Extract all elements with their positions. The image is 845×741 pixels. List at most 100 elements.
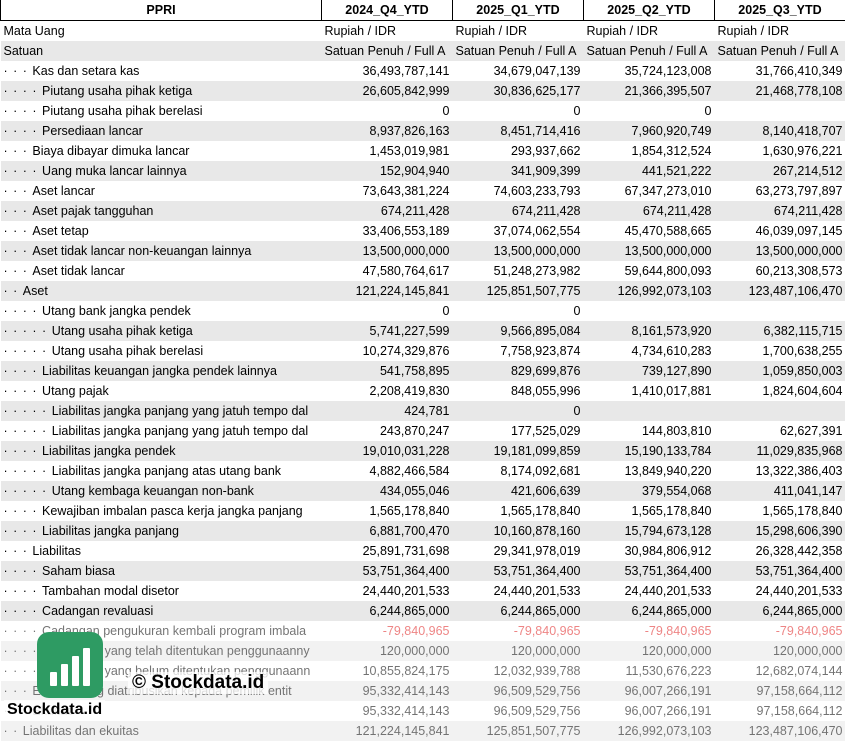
value-cell[interactable]: 1,565,178,840 — [500, 504, 581, 518]
value-cell[interactable]: 95,332,414,143 — [362, 704, 450, 718]
value-cell[interactable]: 1,630,976,221 — [762, 144, 843, 158]
value-cell[interactable]: 19,010,031,228 — [321, 441, 453, 461]
value-cell[interactable]: 1,453,019,981 — [369, 144, 450, 158]
row-label[interactable]: · · · · Uang muka lancar lainnya — [0, 161, 322, 181]
cell[interactable]: Rupiah / IDR — [717, 24, 790, 38]
period-header[interactable]: 2025_Q2_YTD — [583, 0, 715, 21]
row-label[interactable]: Satuan — [0, 41, 322, 61]
value-cell[interactable]: 13,500,000,000 — [583, 241, 715, 261]
value-cell[interactable]: 24,440,201,533 — [493, 584, 581, 598]
value-cell[interactable]: 51,248,273,982 — [493, 264, 581, 278]
value-cell[interactable]: 6,244,865,000 — [583, 601, 715, 621]
value-cell[interactable]: 1,410,017,881 — [631, 384, 712, 398]
row-label[interactable]: · · · Liabilitas — [1, 541, 322, 561]
cell[interactable]: Satuan Penuh / Full A — [583, 41, 715, 61]
value-cell[interactable]: 411,041,147 — [714, 481, 845, 501]
value-cell[interactable]: 5,741,227,599 — [321, 321, 453, 341]
row-label[interactable]: Mata Uang — [3, 24, 65, 38]
value-cell[interactable]: 1,059,850,003 — [714, 361, 845, 381]
value-cell[interactable]: 30,984,806,912 — [624, 544, 712, 558]
value-cell[interactable]: 96,007,266,191 — [583, 681, 715, 701]
value-cell[interactable]: 30,836,625,177 — [452, 81, 584, 101]
value-cell[interactable]: 1,824,604,604 — [762, 384, 843, 398]
value-cell[interactable] — [714, 401, 845, 421]
value-cell[interactable]: 0 — [452, 401, 584, 421]
value-cell[interactable]: 12,032,939,788 — [493, 664, 581, 678]
row-label[interactable]: · · · Aset tetap — [1, 221, 322, 241]
cell[interactable]: Rupiah / IDR — [324, 24, 397, 38]
value-cell[interactable]: 13,500,000,000 — [452, 241, 584, 261]
value-cell[interactable]: 53,751,364,400 — [583, 561, 715, 581]
row-label[interactable]: · · · · Utang pajak — [1, 381, 322, 401]
value-cell[interactable]: 293,937,662 — [510, 144, 581, 158]
value-cell[interactable]: 177,525,029 — [510, 424, 581, 438]
row-label[interactable]: · · · Aset tidak lancar — [1, 261, 322, 281]
row-label[interactable]: · · · · Liabilitas jangka panjang — [0, 521, 322, 541]
value-cell[interactable]: 1,854,312,524 — [631, 144, 712, 158]
row-label[interactable]: · · · · Utang bank jangka pendek — [1, 301, 322, 321]
value-cell[interactable]: 24,440,201,533 — [624, 584, 712, 598]
value-cell[interactable]: 59,644,800,093 — [624, 264, 712, 278]
value-cell[interactable]: 60,213,308,573 — [755, 264, 843, 278]
value-cell[interactable]: 36,493,787,141 — [362, 64, 450, 78]
row-label[interactable]: · · Liabilitas dan ekuitas — [0, 721, 322, 741]
value-cell[interactable]: 4,882,466,584 — [369, 464, 450, 478]
value-cell[interactable]: -79,840,965 — [382, 624, 450, 638]
value-cell[interactable]: 67,347,273,010 — [624, 184, 712, 198]
cell[interactable]: Satuan Penuh / Full A — [321, 41, 453, 61]
value-cell[interactable]: 24,440,201,533 — [362, 584, 450, 598]
value-cell[interactable] — [584, 301, 715, 321]
value-cell[interactable]: 95,332,414,143 — [321, 681, 453, 701]
value-cell[interactable]: 7,960,920,749 — [583, 121, 715, 141]
value-cell[interactable]: 8,451,714,416 — [452, 121, 584, 141]
value-cell[interactable]: 15,794,673,128 — [583, 521, 715, 541]
value-cell[interactable]: 7,758,923,874 — [500, 344, 581, 358]
value-cell[interactable]: 25,891,731,698 — [362, 544, 450, 558]
value-cell[interactable]: 53,751,364,400 — [714, 561, 845, 581]
value-cell[interactable]: 26,605,842,999 — [321, 81, 453, 101]
cell[interactable]: Rupiah / IDR — [586, 24, 659, 38]
value-cell[interactable]: 10,855,824,175 — [362, 664, 450, 678]
value-cell[interactable]: 13,500,000,000 — [321, 241, 453, 261]
value-cell[interactable]: 9,566,895,084 — [452, 321, 584, 341]
value-cell[interactable]: 434,055,046 — [321, 481, 453, 501]
value-cell[interactable]: 45,470,588,665 — [624, 224, 712, 238]
value-cell[interactable]: 6,244,865,000 — [714, 601, 845, 621]
row-label[interactable]: · · · Aset lancar — [1, 181, 322, 201]
value-cell[interactable]: 441,521,222 — [583, 161, 715, 181]
value-cell[interactable]: 0 — [573, 304, 581, 318]
value-cell[interactable]: 125,851,507,775 — [452, 721, 584, 741]
value-cell[interactable]: 1,565,178,840 — [631, 504, 712, 518]
value-cell[interactable]: -79,840,965 — [513, 624, 581, 638]
value-cell[interactable]: 121,224,145,841 — [321, 281, 453, 301]
ticker-header[interactable]: PPRI — [0, 0, 322, 21]
cell[interactable]: Satuan Penuh / Full A — [452, 41, 584, 61]
row-label[interactable]: · · Aset — [0, 281, 322, 301]
row-label[interactable]: · · · Biaya dibayar dimuka lancar — [1, 141, 322, 161]
row-label[interactable]: · · · · · Liabilitas jangka panjang atas… — [1, 461, 322, 481]
value-cell[interactable]: 33,406,553,189 — [362, 224, 450, 238]
row-label[interactable]: · · · · Saham biasa — [0, 561, 322, 581]
value-cell[interactable]: 379,554,068 — [583, 481, 715, 501]
value-cell[interactable]: 96,509,529,756 — [493, 704, 581, 718]
value-cell[interactable]: 0 — [442, 104, 450, 118]
value-cell[interactable]: 0 — [573, 104, 581, 118]
value-cell[interactable]: 0 — [704, 104, 712, 118]
value-cell[interactable]: 121,224,145,841 — [321, 721, 453, 741]
value-cell[interactable]: 15,298,606,390 — [714, 521, 845, 541]
value-cell[interactable]: 53,751,364,400 — [452, 561, 584, 581]
value-cell[interactable]: 421,606,639 — [452, 481, 584, 501]
value-cell[interactable]: 46,039,097,145 — [755, 224, 843, 238]
value-cell[interactable]: 1,565,178,840 — [369, 504, 450, 518]
value-cell[interactable]: 4,734,610,283 — [631, 344, 712, 358]
value-cell[interactable]: 47,580,764,617 — [362, 264, 450, 278]
value-cell[interactable]: 8,140,418,707 — [714, 121, 845, 141]
value-cell[interactable]: 13,849,940,220 — [624, 464, 712, 478]
value-cell[interactable]: -79,840,965 — [644, 624, 712, 638]
cell[interactable]: Rupiah / IDR — [455, 24, 528, 38]
row-label[interactable]: · · · · · Utang kembaga keuangan non-ban… — [0, 481, 322, 501]
value-cell[interactable]: 243,870,247 — [379, 424, 450, 438]
value-cell[interactable]: 13,500,000,000 — [714, 241, 845, 261]
row-label[interactable]: · · · · Liabilitas jangka pendek — [0, 441, 322, 461]
value-cell[interactable]: 24,440,201,533 — [755, 584, 843, 598]
